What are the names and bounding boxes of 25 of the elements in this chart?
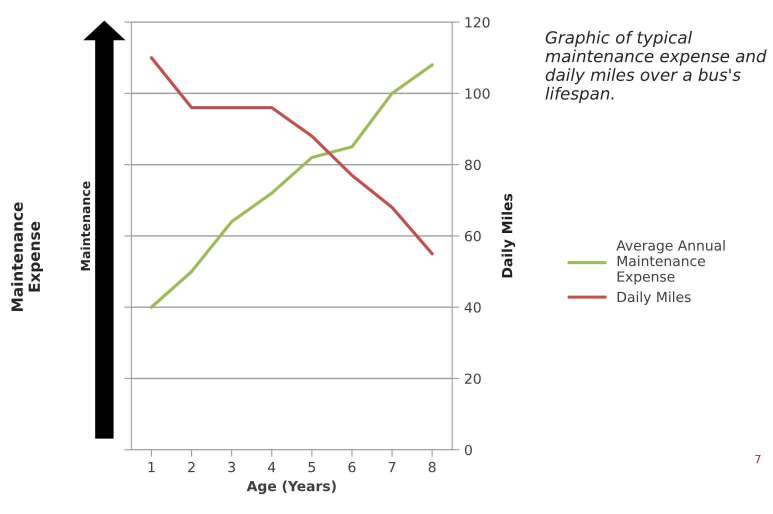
y-tick-label: 40 [464, 302, 481, 313]
legend-label: Average Annual Maintenance Expense [616, 240, 725, 284]
x-tick-label: 5 [308, 462, 316, 472]
x-axis-title: Age (Years) [246, 480, 336, 494]
text: 7 [755, 454, 760, 464]
text: Maintenance [80, 181, 90, 270]
line-series [150, 56, 434, 256]
y-tick-label: 120 [466, 17, 490, 28]
y-tick-label: 100 [466, 88, 490, 99]
x-tick-label: 6 [348, 462, 356, 472]
text: Maintenance Expense [11, 202, 43, 311]
x-tick-label: 7 [388, 462, 396, 472]
y-axis-title: Daily Miles [502, 194, 516, 278]
y-tick-label: 80 [464, 160, 481, 170]
x-tick-label: 2 [188, 462, 195, 472]
x-tick-label: 3 [228, 462, 235, 472]
legend-label: Daily Miles [618, 291, 691, 305]
line-series [150, 63, 434, 309]
y-tick-label: 20 [465, 373, 481, 384]
y-tick-label: 0 [464, 444, 472, 456]
x-tick-label: 1 [148, 462, 155, 472]
x-tick-label: 4 [268, 462, 276, 472]
x-tick-label: 8 [428, 462, 436, 472]
text: Graphic of typical maintenance expense and daily miles over a bus's lifespan. [546, 30, 767, 103]
y-tick-label: 60 [464, 230, 481, 242]
